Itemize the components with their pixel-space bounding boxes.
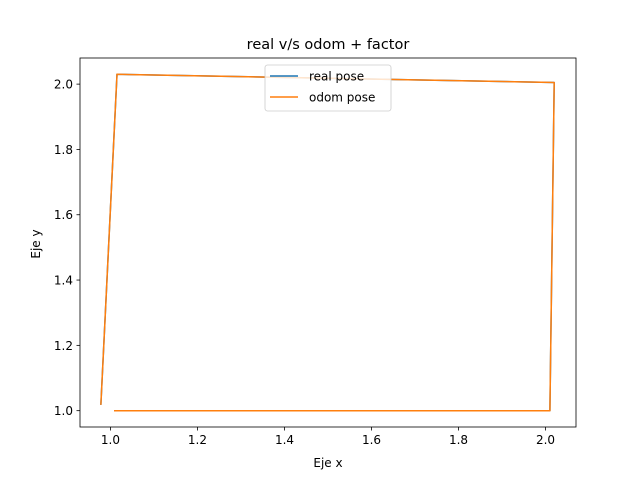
x-tick-label: 1.2 [188,433,207,447]
plot-background [80,58,576,427]
y-tick-label: 2.0 [54,78,73,92]
y-tick-label: 1.8 [54,143,73,157]
y-tick-label: 1.0 [54,404,73,418]
plot-area [80,58,576,427]
x-tick-label: 2.0 [536,433,555,447]
y-tick-label: 1.6 [54,208,73,222]
legend: real pose odom pose [264,64,392,112]
axes-layer: 1.0 1.2 1.4 1.6 1.8 2.0 1.0 1.2 1.4 1.6 1.8 2.0 [54,57,577,447]
x-tick-label: 1.6 [362,433,381,447]
legend-label-1: real pose [309,70,364,84]
y-axis-label: Eje y [29,229,43,258]
y-tick-label: 1.4 [54,274,73,288]
chart-title: real v/s odom + factor [247,37,410,53]
series-layer [100,73,555,412]
x-axis-label: Eje x [313,456,342,470]
axes-frame [79,57,577,428]
x-tick-label: 1.0 [101,433,120,447]
x-tick-label: 1.8 [449,433,468,447]
series-line-2 [100,73,555,412]
y-tick-label: 1.2 [54,339,73,353]
legend-label-2: odom pose [309,91,375,105]
x-tick-label: 1.4 [275,433,294,447]
